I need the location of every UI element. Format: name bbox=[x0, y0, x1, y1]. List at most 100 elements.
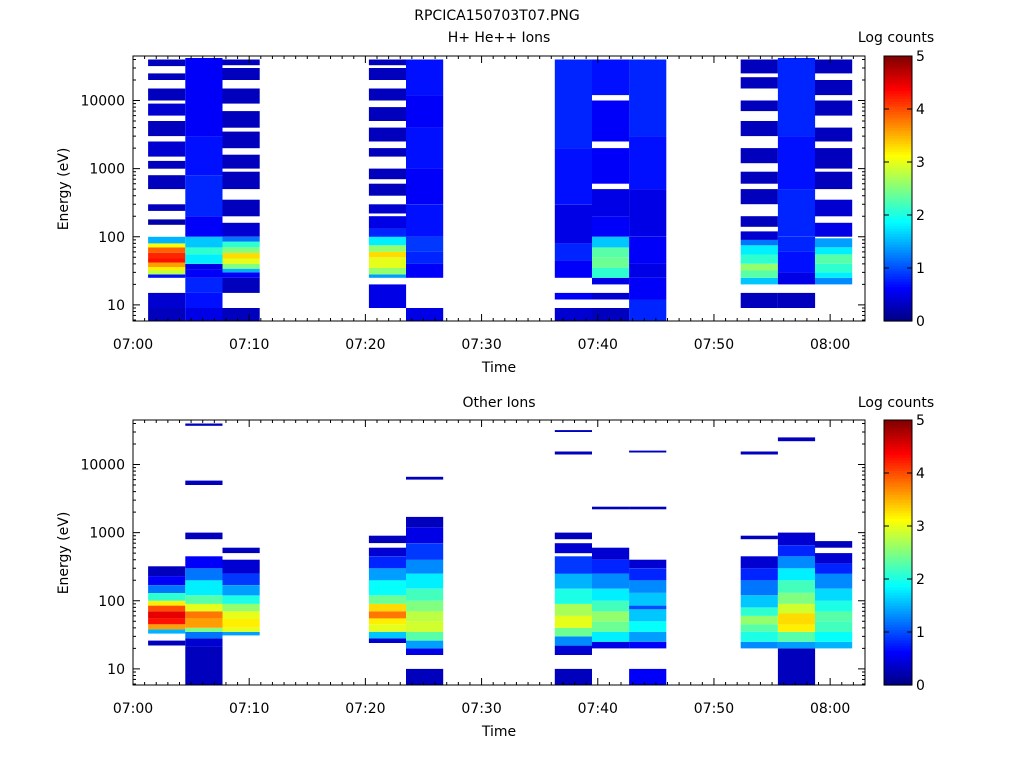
heatmap-cell bbox=[554, 627, 592, 637]
colorbar-swatch bbox=[884, 281, 912, 285]
colorbar-swatch bbox=[884, 470, 912, 474]
heatmap-cell bbox=[554, 543, 592, 554]
heatmap-cell bbox=[815, 127, 853, 142]
heatmap-cell bbox=[185, 631, 223, 639]
colorbar-swatch bbox=[884, 634, 912, 638]
heatmap-cell bbox=[554, 636, 592, 646]
colorbar-swatch bbox=[884, 289, 912, 293]
heatmap-cell bbox=[740, 270, 778, 278]
colorbar-swatch bbox=[884, 626, 912, 630]
colorbar-swatch bbox=[884, 494, 912, 498]
colorbar-swatch bbox=[884, 441, 912, 445]
heatmap-cell bbox=[148, 59, 186, 67]
colorbar-swatch bbox=[884, 111, 912, 115]
heatmap-cell bbox=[815, 199, 853, 217]
colorbar-swatch bbox=[884, 422, 912, 426]
heatmap-cell bbox=[406, 263, 444, 278]
heatmap-cell bbox=[368, 127, 407, 142]
heatmap-cell bbox=[554, 451, 592, 455]
heatmap-cell bbox=[222, 222, 260, 237]
heatmap-cell bbox=[554, 59, 592, 89]
colorbar-swatch bbox=[884, 576, 912, 580]
heatmap-cell bbox=[740, 535, 778, 540]
heatmap-cell bbox=[777, 272, 816, 285]
heatmap-cell bbox=[148, 175, 186, 190]
heatmap-cell bbox=[592, 559, 630, 574]
heatmap-cell bbox=[740, 556, 778, 569]
heatmap-cell bbox=[368, 595, 407, 604]
heatmap-cell bbox=[368, 267, 407, 275]
colorbar-swatch bbox=[884, 71, 912, 76]
heatmap-cell bbox=[185, 611, 223, 619]
heatmap-cell bbox=[592, 216, 630, 237]
heatmap-cell bbox=[815, 59, 853, 74]
colorbar-label: Log counts bbox=[858, 30, 934, 46]
colorbar-swatch bbox=[884, 682, 912, 686]
heatmap-cell bbox=[368, 547, 407, 557]
heatmap-cell bbox=[592, 641, 630, 649]
heatmap-cell bbox=[368, 183, 407, 196]
colorbar-frame bbox=[883, 55, 913, 322]
heatmap-cell bbox=[185, 618, 223, 628]
heatmap-cell bbox=[185, 58, 223, 101]
heatmap-cell bbox=[740, 451, 778, 455]
heatmap-cell bbox=[554, 204, 592, 244]
heatmap-cell bbox=[222, 595, 260, 604]
colorbar-swatch bbox=[884, 122, 912, 126]
colorbar-swatch bbox=[884, 661, 912, 665]
heatmap-cell bbox=[629, 621, 667, 632]
heatmap-cell bbox=[148, 73, 186, 80]
colorbar-swatch bbox=[884, 313, 912, 317]
colorbar-swatch bbox=[884, 297, 912, 301]
heatmap-cell bbox=[629, 450, 667, 453]
colorbar-swatch bbox=[884, 624, 912, 628]
heatmap-cell bbox=[815, 247, 853, 255]
colorbar-swatch bbox=[884, 58, 912, 62]
heatmap-cell bbox=[554, 556, 592, 574]
colorbar-swatch bbox=[884, 600, 912, 604]
heatmap-cell bbox=[740, 641, 778, 649]
colorbar-swatch bbox=[884, 265, 912, 269]
heatmap-cell bbox=[222, 611, 260, 619]
colorbar-swatch bbox=[884, 63, 912, 68]
heatmap-cell bbox=[629, 236, 667, 264]
colorbar-swatch bbox=[884, 446, 912, 450]
x-tick-label: 07:00 bbox=[113, 701, 153, 717]
heatmap-cell bbox=[222, 268, 260, 273]
heatmap-cell bbox=[406, 611, 444, 622]
heatmap-cell bbox=[629, 299, 667, 321]
heatmap-cell bbox=[554, 308, 592, 321]
colorbar-swatch bbox=[884, 608, 912, 612]
heatmap-cell bbox=[368, 274, 407, 278]
y-axis-label: Energy (eV) bbox=[56, 512, 72, 595]
colorbar-swatch bbox=[884, 291, 912, 296]
heatmap-cell bbox=[222, 627, 260, 632]
heatmap-cell bbox=[777, 641, 816, 649]
heatmap-cell bbox=[815, 171, 853, 190]
y-tick-label: 10000 bbox=[80, 94, 125, 110]
heatmap-cell bbox=[740, 148, 778, 164]
colorbar-swatch bbox=[884, 233, 912, 237]
colorbar-swatch bbox=[884, 435, 912, 440]
heatmap-cell bbox=[592, 506, 630, 510]
heatmap-cell bbox=[222, 88, 260, 104]
colorbar-swatch bbox=[884, 307, 912, 311]
heatmap-cell bbox=[740, 277, 778, 285]
heatmap-cell bbox=[777, 593, 816, 604]
heatmap-cell bbox=[554, 615, 592, 628]
heatmap-cell bbox=[368, 638, 407, 643]
x-tick-label: 07:00 bbox=[113, 337, 153, 353]
heatmap-cell bbox=[148, 611, 186, 619]
colorbar-swatch bbox=[884, 478, 912, 482]
panel-title: H+ He++ Ions bbox=[448, 30, 551, 46]
colorbar-swatch bbox=[884, 156, 912, 160]
colorbar-swatch bbox=[884, 215, 912, 219]
y-tick-label: 100 bbox=[98, 594, 125, 610]
colorbar-swatch bbox=[884, 663, 912, 668]
colorbar-swatch bbox=[884, 318, 912, 322]
heatmap-cell bbox=[185, 308, 223, 321]
heatmap-cell bbox=[815, 611, 853, 622]
colorbar-swatch bbox=[884, 172, 912, 176]
heatmap-cell bbox=[740, 580, 778, 596]
heatmap-cell bbox=[148, 274, 186, 278]
